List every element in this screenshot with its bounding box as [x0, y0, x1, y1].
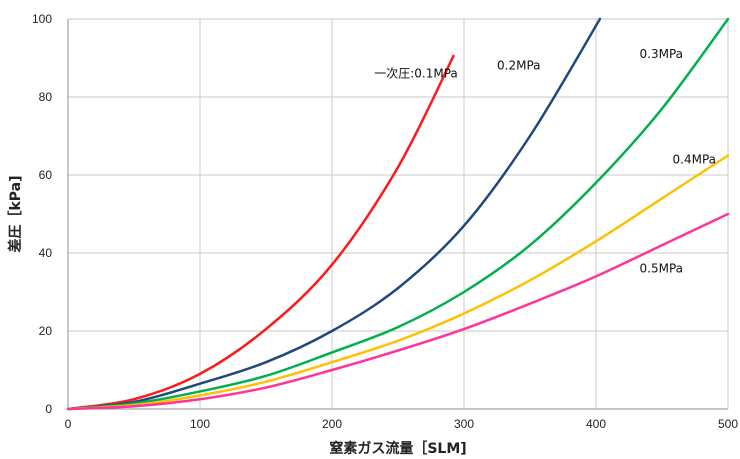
series-label-2: 0.3MPa — [640, 47, 684, 61]
series-line-3 — [66, 154, 730, 411]
x-tick-label: 500 — [718, 417, 738, 431]
y-tick-label: 0 — [45, 402, 52, 416]
series-label-0: 一次圧:0.1MPa — [374, 67, 458, 81]
axes — [67, 19, 728, 410]
y-axis-title: 差圧［kPa] — [7, 175, 24, 252]
y-tick-label: 20 — [39, 324, 53, 338]
series-label-4: 0.5MPa — [640, 262, 684, 276]
series-line-4 — [66, 212, 730, 411]
x-tick-label: 200 — [322, 417, 342, 431]
x-tick-label: 400 — [586, 417, 606, 431]
x-tick-label: 100 — [190, 417, 210, 431]
series-line-0 — [66, 54, 455, 411]
series-lines — [66, 17, 730, 411]
y-tick-label: 100 — [32, 12, 52, 26]
x-tick-label: 0 — [65, 417, 72, 431]
y-tick-label: 40 — [39, 246, 53, 260]
tick-labels: 0 100 200 300 400 500 0 20 40 60 80 100 — [32, 12, 738, 431]
series-line-2 — [66, 17, 730, 411]
x-tick-label: 300 — [454, 417, 474, 431]
series-line-1 — [66, 17, 602, 411]
x-axis-title: 窒素ガス流量［SLM] — [329, 440, 466, 457]
y-tick-label: 80 — [39, 90, 53, 104]
series-label-1: 0.2MPa — [497, 59, 541, 73]
series-label-3: 0.4MPa — [673, 152, 717, 166]
y-tick-label: 60 — [39, 168, 53, 182]
series-labels: 一次圧:0.1MPa 0.2MPa 0.3MPa 0.4MPa 0.5MPa — [374, 47, 716, 276]
